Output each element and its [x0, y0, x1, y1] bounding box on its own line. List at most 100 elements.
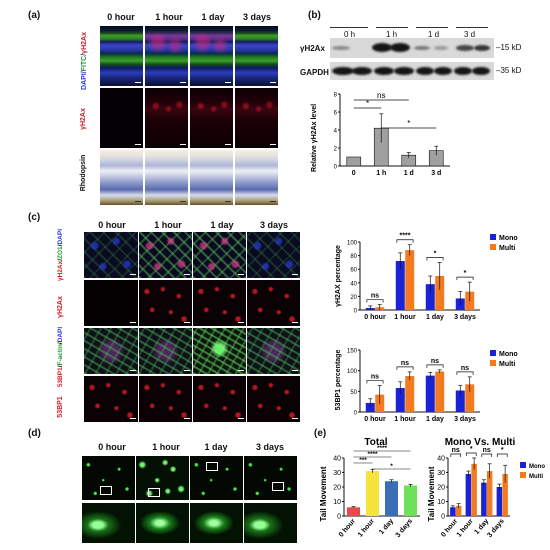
legend-label-multi: Multi	[529, 474, 543, 480]
y-tick-label: 50	[350, 390, 357, 396]
chart-c1: γH2AX percentage 0 20 40 60 80 100 0 hour ns 1 h…	[335, 233, 518, 321]
x-tick-label: 1 day	[378, 518, 395, 536]
x-tick-label: 1 hour	[456, 518, 475, 539]
significance-bracket	[366, 380, 384, 384]
panel-c-gh2ax-0h	[84, 280, 138, 326]
panel-d-comet-1h	[136, 456, 189, 500]
bar-0	[346, 156, 362, 167]
x-tick-label: 0 hour	[364, 416, 386, 423]
panel-a-merge-0h	[100, 26, 143, 86]
panel-c-gh2ax-3d	[247, 280, 300, 326]
panel-label-c: (c)	[28, 212, 41, 223]
blot-gapdh	[330, 62, 494, 80]
panel-d-header-1d: 1 day	[204, 442, 228, 452]
panel-c-header-0h: 0 hour	[98, 220, 126, 230]
bar-1-hour-multi	[471, 463, 477, 516]
x-tick-label: 1 hour	[394, 416, 416, 423]
legend-label-mono: Mono	[529, 464, 545, 470]
panel-a-rhodopsin-1h	[145, 150, 188, 205]
y-tick-label: 150	[347, 349, 358, 355]
significance-label: ns	[377, 91, 385, 100]
legend-label-multi: Multi	[499, 245, 515, 252]
panel-c-merge1-3d	[247, 232, 300, 278]
x-tick-label: 3 d	[431, 170, 441, 177]
panel-a-rhodopsin-3d	[235, 150, 278, 205]
y-tick-label: 0	[354, 309, 358, 315]
x-tick-label: 1 day	[426, 416, 444, 423]
blot-size-35kd: –35 kD	[496, 66, 522, 75]
chart-e1: Total Tail Movement 0 10 20 30 40 0 hour 1 hou…	[319, 437, 420, 539]
panel-c-merge1-1d	[193, 232, 246, 278]
panel-label-d: (d)	[28, 428, 41, 439]
bar-1-hour	[366, 471, 379, 516]
chart-e2: Mono Vs. Multi Tail Movement 0102030400 …	[428, 437, 545, 539]
x-tick-label: 3 days	[454, 416, 476, 423]
significance-label: ns	[371, 374, 379, 381]
legend-swatch-mono	[490, 350, 496, 356]
bar-1-hour-multi	[405, 250, 415, 310]
panel-d-comet-3d	[244, 456, 297, 500]
significance-label: *	[434, 250, 437, 257]
chart-e1-ylabel: Tail Movement	[319, 466, 328, 521]
significance-bracket	[426, 257, 444, 261]
significance-bracket	[426, 364, 444, 368]
significance-label: ****	[377, 445, 388, 452]
y-tick-label: 0	[354, 411, 358, 417]
significance-bracket	[396, 239, 414, 243]
significance-label: *	[390, 463, 393, 470]
bar-1-hour-mono	[465, 473, 472, 516]
panel-c-53bp1-1h	[139, 376, 192, 422]
y-tick-label: 40	[350, 281, 357, 287]
panel-d-zoom-0h	[82, 503, 135, 543]
blot-lane-3d: 3 d	[464, 30, 476, 39]
legend-label-mono: Mono	[499, 351, 518, 358]
significance-bracket	[396, 366, 414, 370]
significance-bracket	[456, 371, 474, 375]
bar-0-hour	[347, 507, 360, 516]
panel-a-header-1d: 1 day	[201, 12, 225, 22]
y-tick-label: 2	[334, 147, 338, 153]
significance-label: *	[366, 99, 369, 108]
significance-label: *	[464, 270, 467, 277]
panel-c-merge2-0h	[84, 328, 138, 374]
significance-bracket	[456, 276, 474, 281]
blot-lane-bar-3d	[456, 27, 488, 28]
y-tick-label: 20	[333, 485, 341, 492]
chart-e2-ylabel: Tail Movement	[428, 466, 436, 521]
significance-label: ns	[461, 365, 469, 372]
bar-1-day-multi	[435, 371, 445, 412]
significance-label: *	[470, 446, 473, 453]
significance-label: *	[501, 447, 504, 454]
panel-a-header-1h: 1 hour	[155, 12, 183, 22]
bar-1-hour-mono	[395, 261, 405, 310]
legend-swatch-mono	[520, 462, 526, 468]
panel-c-merge2-3d	[247, 328, 300, 374]
significance-label: ***	[359, 457, 367, 464]
y-tick-label: 8	[334, 93, 338, 99]
bar-3-days-multi	[502, 473, 508, 516]
panel-c-merge1-1h	[139, 232, 192, 278]
blot-lane-1d: 1 d	[428, 30, 440, 39]
significance-label: ns	[483, 447, 491, 454]
significance-bracket	[481, 453, 493, 457]
y-tick-label: 100	[347, 369, 358, 375]
panel-a-merge-3d	[235, 26, 278, 86]
panel-c-header-1h: 1 hour	[154, 220, 182, 230]
panel-c-merge1-0h	[84, 232, 138, 278]
legend-swatch-multi	[490, 360, 496, 366]
significance-bracket	[465, 452, 477, 456]
blot-gh2ax	[330, 38, 494, 58]
panel-a-gh2ax-0h	[100, 88, 143, 148]
bar-0-hour-mono	[450, 507, 456, 516]
panel-d-comet-0h	[82, 456, 135, 500]
blot-lane-bar-0h	[330, 27, 368, 28]
bar-3-days	[404, 485, 417, 516]
panel-a-gh2ax-3d	[235, 88, 278, 148]
legend-swatch-multi	[490, 244, 496, 250]
panel-a-gh2ax-1h	[145, 88, 188, 148]
bar-3-days-mono	[496, 487, 503, 516]
panel-c-53bp1-3d	[247, 376, 300, 422]
significance-label: ****	[400, 233, 411, 240]
bar-3-days-mono	[455, 390, 465, 412]
panel-label-b: (b)	[308, 10, 321, 21]
